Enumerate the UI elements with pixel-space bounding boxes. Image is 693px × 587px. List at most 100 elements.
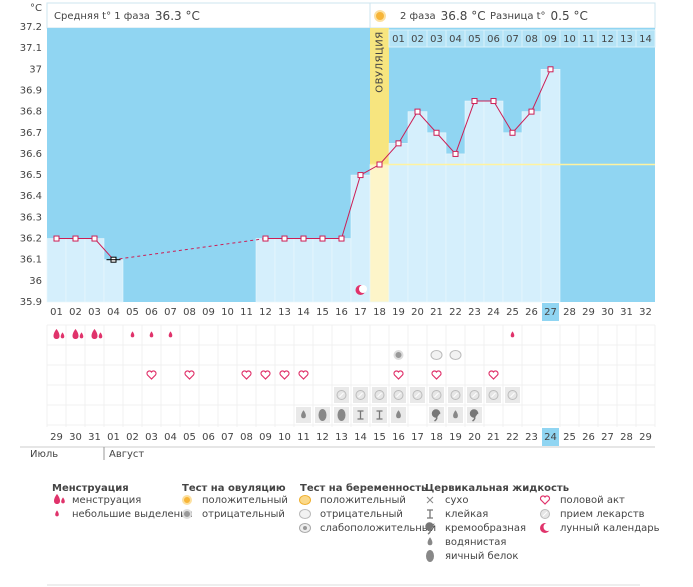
date-label: 09	[259, 432, 272, 443]
temperature-point	[528, 108, 535, 115]
sun-icon	[374, 10, 386, 22]
day-symbol	[467, 387, 482, 403]
header-box	[46, 2, 656, 29]
day-symbol	[149, 331, 154, 338]
creamy-icon	[431, 409, 441, 422]
temperature-point	[281, 235, 288, 242]
temperature-bar	[46, 238, 67, 303]
legend-label: лунный календарь	[560, 523, 660, 534]
date-label: 05	[183, 432, 196, 443]
legend-title: Тест на беременность	[300, 482, 427, 494]
preg-negative-icon	[430, 350, 443, 360]
day-symbol	[393, 350, 404, 360]
pill-shine	[453, 392, 458, 398]
x-tick-label: 09	[202, 307, 215, 318]
pill-shine	[491, 392, 496, 398]
x-tick-label: 05	[126, 307, 139, 318]
legend-item: клейкая	[427, 509, 488, 520]
temperature-bar	[369, 164, 390, 303]
date-label: 14	[354, 432, 367, 443]
x-tick-label: 02	[69, 307, 82, 318]
date-label: 25	[563, 432, 576, 443]
x-tick-label: 19	[392, 307, 405, 318]
legend-title: Тест на овуляцию	[182, 483, 286, 494]
temperature-point	[509, 129, 516, 136]
preg-weak-dot	[303, 526, 307, 530]
day-symbol	[467, 407, 482, 423]
y-tick-label: 37.1	[20, 43, 42, 54]
phase2-day-label: 07	[506, 34, 519, 45]
sun-negative-icon	[393, 350, 404, 360]
heart-icon	[279, 370, 290, 380]
date-label: 22	[506, 432, 519, 443]
temperature-point	[376, 161, 383, 168]
phase1-value: 36.3 °C	[155, 9, 200, 23]
temperature-bar	[502, 132, 523, 303]
temperature-point	[72, 235, 79, 242]
legend-label: яичный белок	[445, 551, 518, 562]
x-tick-label: 18	[373, 307, 386, 318]
difference-stat: Разница t° 0.5 °C	[490, 9, 588, 23]
legend-label: менструация	[72, 495, 141, 506]
small-drop-icon	[510, 331, 515, 338]
legend-item: водянистая	[427, 537, 506, 548]
date-label: 21	[487, 432, 500, 443]
legend-label: слабоположительный	[320, 523, 436, 534]
y-tick-label: 36.8	[20, 107, 42, 118]
phase2-day-label: 14	[639, 34, 652, 45]
x-tick-label: 14	[297, 307, 310, 318]
phase2-stat: 2 фаза 36.8 °C	[400, 9, 486, 23]
dry-icon	[426, 496, 434, 504]
day-symbol	[130, 331, 135, 338]
temperature-line	[265, 69, 551, 240]
temperature-line	[56, 238, 114, 261]
temperature-bar	[445, 153, 466, 303]
y-tick-label: 36.4	[20, 191, 42, 202]
sticky-icon	[376, 410, 383, 420]
month-label: Август	[109, 449, 144, 460]
day-symbol	[146, 370, 157, 380]
x-tick-label: 07	[164, 307, 177, 318]
day-symbol	[488, 370, 499, 380]
y-tick-label: 36.2	[20, 234, 42, 245]
x-tick-label: 25	[506, 307, 519, 318]
temperature-point	[53, 235, 60, 242]
date-label: 19	[449, 432, 462, 443]
temperature-point	[357, 172, 364, 179]
heart-icon	[539, 495, 551, 505]
date-label: 02	[126, 432, 139, 443]
creamy-icon	[469, 409, 479, 422]
date-label: 29	[50, 432, 63, 443]
pill-shine	[339, 392, 344, 398]
date-label: 18	[430, 432, 443, 443]
day-symbol	[296, 407, 311, 423]
day-symbol	[372, 387, 387, 403]
x-tick-label: 27	[544, 307, 557, 318]
difference-value: 0.5 °C	[551, 9, 588, 23]
temperature-bar	[521, 111, 542, 303]
small-drop-icon	[130, 331, 135, 338]
x-tick-label: 26	[525, 307, 538, 318]
drop-icon	[72, 329, 79, 339]
phase1-stat: Средняя t° 1 фаза 36.3 °C	[54, 9, 200, 23]
temperature-point	[471, 98, 478, 105]
x-tick-label: 31	[620, 307, 633, 318]
temperature-point	[414, 108, 421, 115]
difference-label: Разница t°	[490, 11, 546, 22]
ovulation-label: ОВУЛЯЦИЯ	[375, 31, 386, 93]
gap-connector	[113, 238, 266, 261]
day-symbol	[353, 407, 368, 423]
day-symbol	[391, 387, 406, 403]
legend-item: отрицательный	[299, 509, 403, 520]
day-symbol	[486, 387, 501, 403]
day-symbol	[505, 387, 520, 403]
month-label: Июль	[30, 449, 58, 460]
phase2-label: 2 фаза	[400, 11, 436, 22]
egg-white-icon	[426, 550, 434, 562]
legend-label: небольшие выделения	[72, 509, 193, 520]
small-drop-icon	[149, 331, 154, 338]
creamy-icon	[425, 522, 434, 535]
x-tick-label: 28	[563, 307, 576, 318]
date-label: 24	[544, 432, 557, 443]
